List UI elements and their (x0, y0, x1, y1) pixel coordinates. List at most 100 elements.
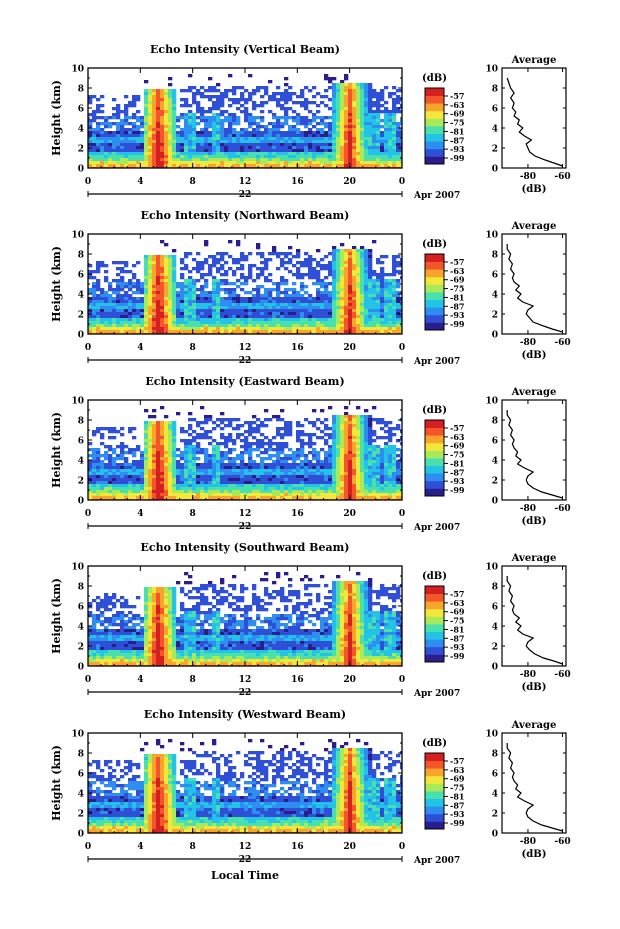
colorbar-tick-label: -63 (450, 432, 465, 442)
y-tick-label: 2 (78, 477, 84, 487)
heatmap-image (88, 406, 402, 500)
y-tick-label: 2 (78, 311, 84, 321)
panel-0: Echo Intensity (Vertical Beam) 0 2 4 6 8 10 Hei… (50, 43, 571, 201)
profile-y-tick-label: 10 (485, 397, 498, 407)
profile-y-tick-label: 6 (492, 603, 498, 613)
date-label: 22 (239, 356, 252, 366)
x-tick-label: 8 (190, 343, 196, 353)
date-label: 22 (239, 522, 252, 532)
x-tick-label: 16 (291, 842, 304, 852)
y-tick-label: 6 (78, 770, 84, 780)
profile-y-tick-label: 0 (492, 165, 498, 175)
x-tick-label: 20 (343, 343, 356, 353)
y-tick-label: 4 (78, 291, 84, 301)
profile-x-tick-label: -60 (554, 504, 570, 514)
y-tick-label: 10 (71, 231, 84, 241)
y-tick-label: 4 (78, 457, 84, 467)
colorbar-swatch (425, 775, 444, 784)
colorbar-swatch (425, 631, 444, 640)
y-tick-label: 8 (78, 251, 84, 261)
profile-y-tick-label: 8 (492, 750, 498, 760)
colorbar-swatch (425, 783, 444, 792)
profile-line (506, 576, 563, 665)
y-axis-label: Height (km) (50, 246, 63, 322)
colorbar-swatch (425, 791, 444, 799)
profile-x-label: (dB) (522, 849, 547, 860)
profile-title: Average (511, 553, 557, 564)
panel-title: Echo Intensity (Vertical Beam) (150, 43, 340, 56)
x-axis-label: Local Time (211, 869, 279, 882)
colorbar-tick-label: -81 (450, 126, 464, 136)
colorbar-swatch (425, 624, 444, 632)
x-tick-label: 12 (239, 177, 252, 187)
date-label: 22 (239, 190, 252, 200)
colorbar-tick-label: -87 (450, 301, 464, 311)
y-tick-label: 10 (71, 397, 84, 407)
colorbar-swatch (425, 473, 444, 482)
colorbar-swatch (425, 133, 444, 142)
colorbar-tick-label: -63 (450, 598, 465, 608)
y-tick-label: 6 (78, 437, 84, 447)
colorbar-swatch (425, 646, 444, 655)
colorbar-swatch (425, 753, 444, 761)
profile-line (506, 743, 563, 832)
colorbar-tick-label: -93 (450, 310, 465, 320)
panel-2: Echo Intensity (Eastward Beam) 0 2 4 6 8 10 Hei… (50, 375, 571, 533)
heatmap-image (88, 74, 402, 168)
x-tick-label: 12 (239, 509, 252, 519)
profile-y-tick-label: 6 (492, 271, 498, 281)
colorbar-swatch (425, 593, 444, 602)
colorbar-swatch (425, 284, 444, 293)
profile-x-tick-label: -80 (520, 504, 536, 514)
profile-x-tick-label: -60 (554, 338, 570, 348)
colorbar-tick-label: -69 (450, 774, 465, 784)
profile-frame (501, 67, 567, 169)
profile-y-tick-label: 10 (485, 65, 498, 75)
profile-frame (501, 233, 567, 335)
x-tick-label: 12 (239, 343, 252, 353)
colorbar-tick-label: -69 (450, 607, 465, 617)
colorbar-tick-label: -99 (450, 818, 465, 828)
y-axis-label: Height (km) (50, 745, 63, 821)
y-tick-label: 0 (78, 497, 84, 507)
profile-y-tick-label: 8 (492, 583, 498, 593)
profile-y-tick-label: 10 (485, 563, 498, 573)
y-axis-label: Height (km) (50, 412, 63, 488)
y-tick-label: 2 (78, 145, 84, 155)
colorbar-swatch (425, 450, 444, 459)
profile-title: Average (511, 221, 557, 232)
profile-x-tick-label: -60 (554, 837, 570, 847)
colorbar-tick-label: -57 (450, 423, 464, 433)
profile-x-label: (dB) (522, 350, 547, 361)
x-tick-label: 0 (85, 675, 91, 685)
colorbar-swatch (425, 156, 444, 165)
x-tick-label: 20 (343, 842, 356, 852)
x-tick-label: 0 (399, 177, 405, 187)
colorbar-swatch (425, 103, 444, 112)
colorbar-tick-label: -75 (450, 284, 464, 294)
colorbar-swatch (425, 768, 444, 777)
profile-x-tick-label: -80 (520, 172, 536, 182)
profile-y-tick-label: 4 (492, 125, 498, 135)
x-tick-label: 8 (190, 509, 196, 519)
x-tick-label: 4 (137, 842, 143, 852)
colorbar-swatch (425, 254, 444, 262)
profile-title: Average (511, 55, 557, 66)
y-tick-label: 0 (78, 165, 84, 175)
y-tick-label: 10 (71, 563, 84, 573)
colorbar-tick-label: -69 (450, 441, 465, 451)
colorbar-tick-label: -57 (450, 91, 464, 101)
colorbar-unit: (dB) (422, 73, 447, 84)
profile-line (506, 77, 563, 167)
colorbar-tick-label: -99 (450, 319, 465, 329)
profile-y-tick-label: 2 (492, 643, 498, 653)
colorbar-swatch (425, 654, 444, 663)
average-profile: Average 0 2 4 6 8 10 -80 -60 (dB) (485, 55, 570, 195)
average-profile: Average 0 2 4 6 8 10 -80 -60 (dB) (485, 221, 570, 361)
colorbar-swatch (425, 88, 444, 96)
y-tick-label: 8 (78, 417, 84, 427)
profile-y-tick-label: 6 (492, 437, 498, 447)
y-axis-label: Height (km) (50, 578, 63, 654)
profile-y-tick-label: 10 (485, 730, 498, 740)
